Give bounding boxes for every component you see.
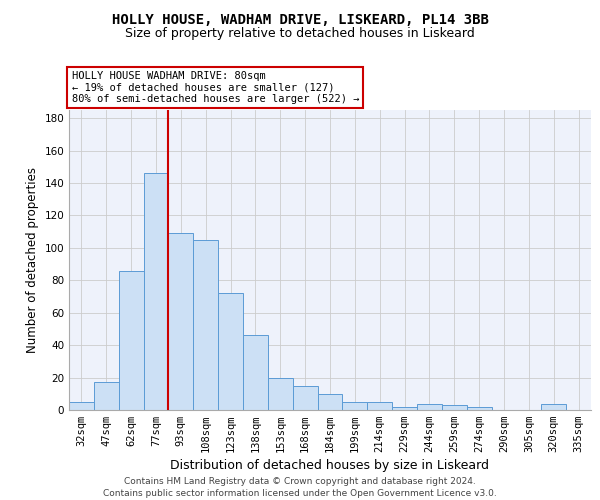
Bar	[243, 336, 268, 410]
Bar	[218, 293, 243, 410]
Bar	[268, 378, 293, 410]
Bar	[193, 240, 218, 410]
Bar	[343, 402, 367, 410]
Bar	[143, 173, 169, 410]
Text: Contains HM Land Registry data © Crown copyright and database right 2024.
Contai: Contains HM Land Registry data © Crown c…	[103, 476, 497, 498]
X-axis label: Distribution of detached houses by size in Liskeard: Distribution of detached houses by size …	[170, 460, 490, 472]
Bar	[317, 394, 343, 410]
Y-axis label: Number of detached properties: Number of detached properties	[26, 167, 39, 353]
Bar	[417, 404, 442, 410]
Text: HOLLY HOUSE WADHAM DRIVE: 80sqm
← 19% of detached houses are smaller (127)
80% o: HOLLY HOUSE WADHAM DRIVE: 80sqm ← 19% of…	[71, 71, 359, 104]
Bar	[367, 402, 392, 410]
Bar	[541, 404, 566, 410]
Bar	[169, 233, 193, 410]
Bar	[69, 402, 94, 410]
Text: Size of property relative to detached houses in Liskeard: Size of property relative to detached ho…	[125, 28, 475, 40]
Text: HOLLY HOUSE, WADHAM DRIVE, LISKEARD, PL14 3BB: HOLLY HOUSE, WADHAM DRIVE, LISKEARD, PL1…	[112, 12, 488, 26]
Bar	[442, 405, 467, 410]
Bar	[467, 407, 491, 410]
Bar	[94, 382, 119, 410]
Bar	[119, 270, 143, 410]
Bar	[293, 386, 317, 410]
Bar	[392, 407, 417, 410]
